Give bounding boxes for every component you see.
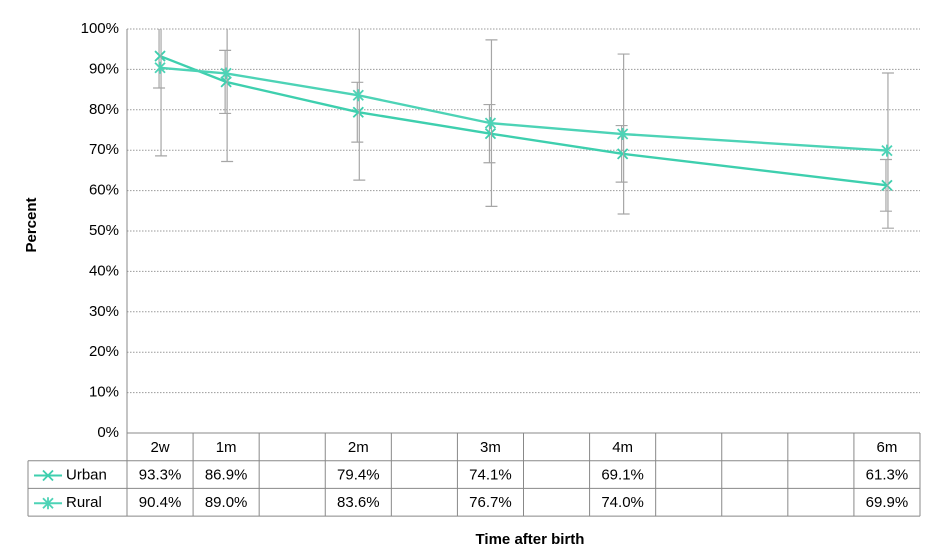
y-tick-label: 60% xyxy=(89,182,119,199)
y-tick-label: 0% xyxy=(97,424,119,441)
table-value: 86.9% xyxy=(205,467,248,484)
x-tick-label: 4m xyxy=(612,439,633,456)
y-tick-label: 80% xyxy=(89,101,119,118)
y-axis-title: Percent xyxy=(23,197,40,252)
x-tick-label: 2w xyxy=(150,439,169,456)
legend-label: Urban xyxy=(66,467,107,484)
marker xyxy=(616,128,629,141)
table-value: 74.1% xyxy=(469,467,512,484)
table-value: 61.3% xyxy=(866,467,909,484)
table-value: 83.6% xyxy=(337,494,380,511)
y-tick-label: 50% xyxy=(89,222,119,239)
x-tick-label: 2m xyxy=(348,439,369,456)
line-segment xyxy=(490,121,623,136)
table-value: 93.3% xyxy=(139,467,182,484)
marker xyxy=(484,127,497,140)
marker xyxy=(220,67,232,80)
marker xyxy=(881,144,893,157)
legend-marker xyxy=(42,469,54,482)
legend-label: Rural xyxy=(66,494,102,511)
marker xyxy=(220,76,232,88)
y-tick-label: 10% xyxy=(89,384,119,401)
marker xyxy=(881,179,893,191)
x-tick-label: 3m xyxy=(480,439,501,456)
line-segment xyxy=(358,111,491,135)
line-segment xyxy=(622,132,888,152)
y-tick-label: 100% xyxy=(81,20,119,37)
marker xyxy=(154,50,166,62)
table-value: 90.4% xyxy=(139,494,182,511)
error-bar xyxy=(155,29,168,157)
x-tick-label: 1m xyxy=(216,439,237,456)
line-segment xyxy=(358,94,491,125)
plot-area xyxy=(153,29,894,229)
marker xyxy=(352,89,364,102)
y-tick-label: 90% xyxy=(89,60,119,77)
table-value: 69.1% xyxy=(601,467,644,484)
y-tick-label: 70% xyxy=(89,141,119,158)
marker xyxy=(154,61,166,74)
marker xyxy=(616,148,629,160)
marker xyxy=(352,106,364,118)
marker xyxy=(484,117,497,130)
line-segment xyxy=(225,80,359,114)
line-segment xyxy=(159,54,227,84)
x-axis-title: Time after birth xyxy=(476,531,585,548)
table-value: 79.4% xyxy=(337,467,380,484)
y-tick-label: 30% xyxy=(89,303,119,320)
legend-marker xyxy=(42,497,54,510)
table-value: 69.9% xyxy=(866,494,909,511)
table-value: 74.0% xyxy=(601,494,644,511)
line-segment xyxy=(490,132,623,156)
x-tick-label: 6m xyxy=(877,439,898,456)
table-value: 76.7% xyxy=(469,494,512,511)
table-value: 89.0% xyxy=(205,494,248,511)
y-tick-label: 20% xyxy=(89,343,119,360)
line-segment xyxy=(622,152,888,187)
line-segment xyxy=(159,66,227,75)
line-segment xyxy=(225,72,359,97)
y-tick-label: 40% xyxy=(89,262,119,279)
